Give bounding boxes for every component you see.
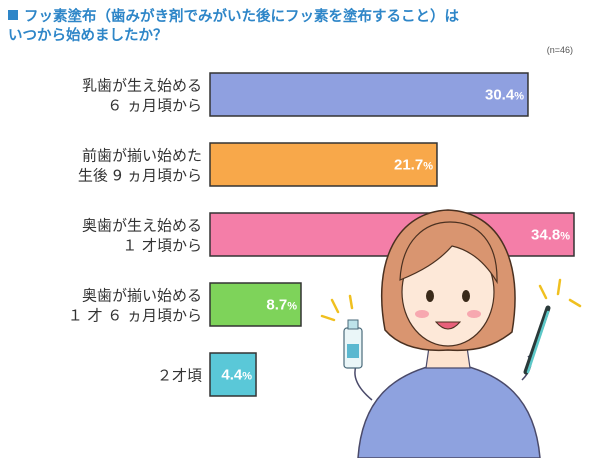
category-label-1-line-1: 乳歯が生え始める [82, 77, 202, 95]
category-label-4-line-1: 奥歯が揃い始める [82, 287, 202, 305]
title-line-1: フッ素塗布（歯みがき剤でみがいた後にフッ素を塗布すること）は [24, 9, 459, 25]
category-label-4-line-2: １ 才 ６ ヵ月頃から [68, 307, 202, 325]
bar-2 [209, 142, 438, 187]
category-label-3-line-2: １ 才頃から [122, 237, 202, 255]
category-label-2-line-2: 生後 9 ヵ月頃から [78, 167, 202, 185]
category-label-5-line-1: ２才頃 [157, 367, 202, 385]
title-square-icon [8, 10, 18, 20]
bar-1 [209, 72, 529, 117]
category-label-2-line-1: 前歯が揃い始めた [82, 147, 202, 165]
category-label-3-line-1: 奥歯が生え始める [82, 217, 202, 235]
woman-illustration-icon [320, 209, 582, 458]
bar-4 [209, 282, 302, 327]
value-label-5: 4.4% [221, 367, 252, 384]
sample-size-note: (n=46) [546, 45, 573, 55]
value-label-2: 21.7% [394, 157, 433, 174]
value-label-1: 30.4% [485, 87, 524, 104]
title-line-2: いつから始めましたか？ [8, 28, 168, 44]
chart-title: フッ素塗布（歯みがき剤でみがいた後にフッ素を塗布すること）は いつから始めました… [8, 8, 568, 46]
value-label-4: 8.7% [266, 297, 297, 314]
bar-5 [209, 352, 257, 397]
value-label-3: 34.8% [531, 227, 570, 244]
category-label-1-line-2: ６ ヵ月頃から [107, 97, 202, 115]
